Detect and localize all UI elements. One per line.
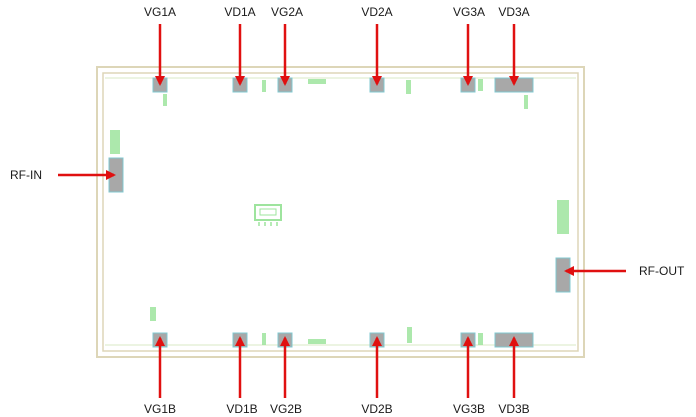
pad-rf-out	[555, 257, 571, 293]
top-pads	[152, 77, 534, 93]
label-vg1a: VG1A	[144, 5, 176, 19]
silk-mark	[262, 333, 266, 345]
silk-mark	[110, 130, 120, 154]
label-vg1b: VG1B	[144, 402, 176, 416]
label-vg3b: VG3B	[453, 402, 485, 416]
chip-logo-icon	[254, 204, 282, 226]
outer-die-frame	[96, 66, 585, 358]
silk-mark	[478, 333, 483, 345]
label-vg3a: VG3A	[453, 5, 485, 19]
label-vg2b: VG2B	[270, 402, 302, 416]
silk-mark	[478, 79, 483, 91]
top-arrows	[155, 24, 519, 86]
label-vd3b: VD3B	[498, 402, 529, 416]
label-rf-in: RF-IN	[10, 168, 42, 182]
label-vd2a: VD2A	[361, 5, 392, 19]
silk-mark	[406, 80, 411, 94]
silk-mark	[163, 94, 167, 106]
silk-mark	[407, 327, 412, 343]
silk-mark	[150, 307, 156, 321]
silk-mark	[262, 80, 266, 92]
label-rf-out: RF-OUT	[639, 264, 685, 278]
label-vd1b: VD1B	[226, 402, 257, 416]
silkscreen-marks	[110, 79, 569, 345]
inner-die-frame	[102, 72, 579, 352]
silk-mark	[308, 79, 326, 84]
label-vg2a: VG2A	[271, 5, 303, 19]
label-vd3a: VD3A	[498, 5, 529, 19]
label-vd2b: VD2B	[361, 402, 392, 416]
silk-mark	[557, 200, 569, 234]
label-vd1a: VD1A	[224, 5, 255, 19]
bottom-arrows	[155, 336, 519, 398]
silk-mark	[524, 95, 528, 109]
silk-mark	[308, 339, 326, 344]
